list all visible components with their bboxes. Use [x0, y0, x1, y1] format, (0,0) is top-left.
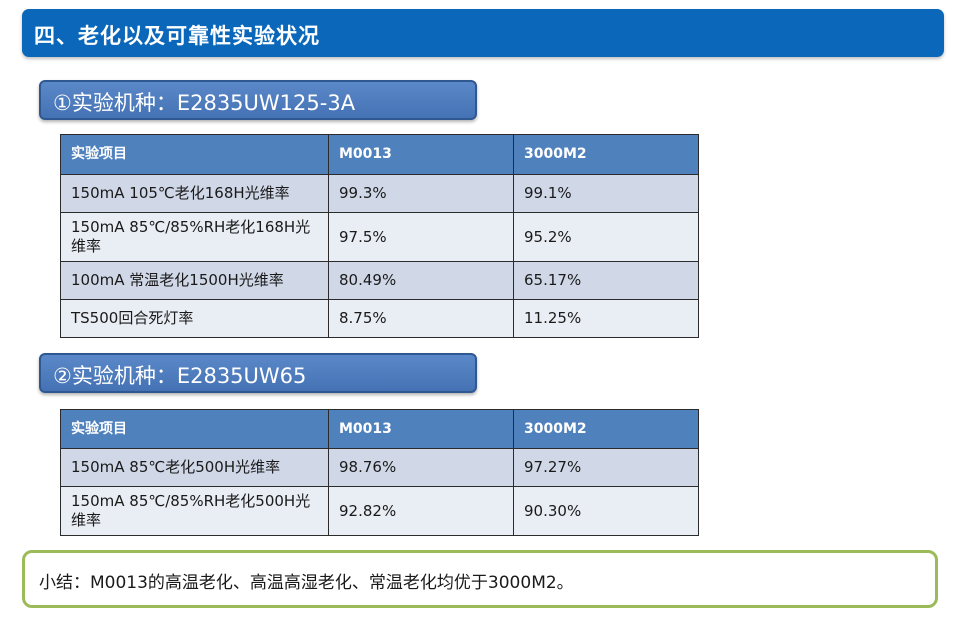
- cell-m0013: 92.82%: [328, 486, 514, 536]
- cell-m0013: 8.75%: [328, 299, 514, 338]
- slide-title-bar: 四、老化以及可靠性实验状况: [22, 9, 944, 57]
- cell-3000m2: 97.27%: [513, 448, 699, 487]
- cell-m0013: 99.3%: [328, 174, 514, 213]
- cell-item: 150mA 85℃老化500H光维率: [60, 448, 329, 487]
- cell-3000m2: 65.17%: [513, 261, 699, 300]
- summary-box: 小结：M0013的高温老化、高温高湿老化、常温老化均优于3000M2。: [22, 550, 938, 608]
- table-header-row: 实验项目 M0013 3000M2: [60, 409, 699, 449]
- cell-m0013: 97.5%: [328, 212, 514, 262]
- column-header-3000m2: 3000M2: [513, 134, 699, 175]
- cell-item: 150mA 85℃/85%RH老化168H光维率: [60, 212, 329, 262]
- table-row: 150mA 105℃老化168H光维率 99.3% 99.1%: [60, 174, 699, 213]
- column-header-item: 实验项目: [60, 409, 329, 449]
- column-header-3000m2: 3000M2: [513, 409, 699, 449]
- section2-title: ②实验机种：E2835UW65: [53, 364, 307, 388]
- cell-m0013: 80.49%: [328, 261, 514, 300]
- table-row: 100mA 常温老化1500H光维率 80.49% 65.17%: [60, 261, 699, 300]
- table-header-row: 实验项目 M0013 3000M2: [60, 134, 699, 175]
- summary-text: 小结：M0013的高温老化、高温高湿老化、常温老化均优于3000M2。: [39, 573, 574, 593]
- cell-item: TS500回合死灯率: [60, 299, 329, 338]
- section1-header: ①实验机种：E2835UW125-3A: [39, 80, 477, 120]
- cell-3000m2: 99.1%: [513, 174, 699, 213]
- cell-3000m2: 95.2%: [513, 212, 699, 262]
- section1-title: ①实验机种：E2835UW125-3A: [53, 91, 356, 115]
- table-row: 150mA 85℃/85%RH老化500H光维率 92.82% 90.30%: [60, 486, 699, 536]
- section1-table: 实验项目 M0013 3000M2 150mA 105℃老化168H光维率 99…: [60, 134, 699, 338]
- table-row: TS500回合死灯率 8.75% 11.25%: [60, 299, 699, 338]
- column-header-m0013: M0013: [328, 409, 514, 449]
- section2-table: 实验项目 M0013 3000M2 150mA 85℃老化500H光维率 98.…: [60, 409, 699, 536]
- cell-3000m2: 11.25%: [513, 299, 699, 338]
- cell-m0013: 98.76%: [328, 448, 514, 487]
- cell-3000m2: 90.30%: [513, 486, 699, 536]
- column-header-item: 实验项目: [60, 134, 329, 175]
- section2-header: ②实验机种：E2835UW65: [39, 353, 477, 393]
- cell-item: 100mA 常温老化1500H光维率: [60, 261, 329, 300]
- slide-title: 四、老化以及可靠性实验状况: [34, 24, 320, 48]
- column-header-m0013: M0013: [328, 134, 514, 175]
- cell-item: 150mA 105℃老化168H光维率: [60, 174, 329, 213]
- table-row: 150mA 85℃老化500H光维率 98.76% 97.27%: [60, 448, 699, 487]
- table-row: 150mA 85℃/85%RH老化168H光维率 97.5% 95.2%: [60, 212, 699, 262]
- cell-item: 150mA 85℃/85%RH老化500H光维率: [60, 486, 329, 536]
